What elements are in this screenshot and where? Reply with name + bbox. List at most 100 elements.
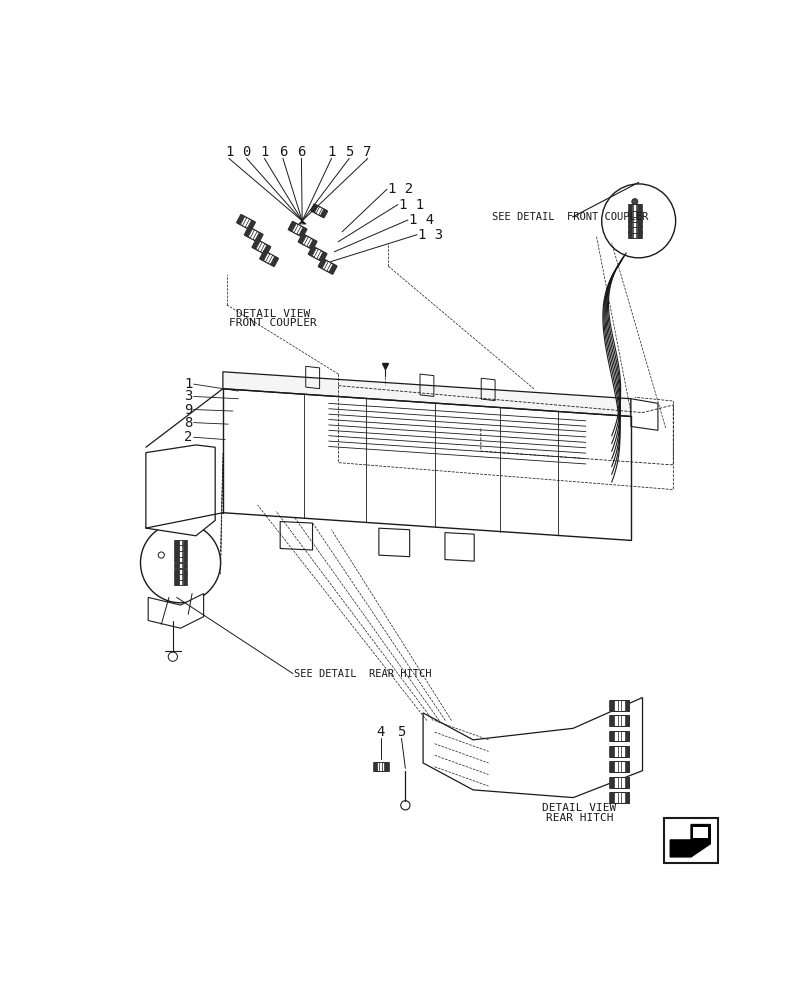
Polygon shape [174,574,178,580]
Text: 1 3: 1 3 [418,228,443,242]
Polygon shape [633,220,636,227]
Text: 1: 1 [225,145,233,159]
Polygon shape [609,792,629,803]
Polygon shape [617,715,620,726]
Polygon shape [637,215,642,222]
Polygon shape [627,210,632,217]
Polygon shape [175,545,186,551]
Text: SEE DETAIL  FRONT COUPLER: SEE DETAIL FRONT COUPLER [491,212,647,222]
Polygon shape [178,557,182,562]
Polygon shape [182,551,187,557]
Text: DETAIL VIEW: DETAIL VIEW [235,309,310,319]
Polygon shape [298,234,316,249]
Polygon shape [303,237,311,246]
Polygon shape [294,225,301,234]
Polygon shape [175,574,186,580]
Polygon shape [175,569,186,574]
Text: FRONT COUPLER: FRONT COUPLER [229,318,316,328]
Polygon shape [310,204,318,213]
Text: 4: 4 [376,725,384,739]
Polygon shape [182,557,187,562]
Polygon shape [258,242,264,252]
Text: SEE DETAIL  REAR HITCH: SEE DETAIL REAR HITCH [294,669,431,679]
Polygon shape [262,245,271,255]
Polygon shape [318,258,326,269]
Polygon shape [182,574,187,580]
Polygon shape [630,399,657,430]
Polygon shape [308,239,317,250]
Polygon shape [609,746,613,757]
Text: 1: 1 [260,145,268,159]
Polygon shape [146,445,215,536]
Polygon shape [609,715,613,726]
Polygon shape [627,220,632,227]
Polygon shape [178,574,182,580]
Polygon shape [624,777,629,788]
Polygon shape [308,246,326,262]
Polygon shape [307,246,316,256]
Polygon shape [237,215,255,230]
Polygon shape [624,715,629,726]
Polygon shape [174,563,178,568]
Polygon shape [628,210,640,217]
Text: 3: 3 [184,389,193,403]
Polygon shape [324,261,331,271]
Polygon shape [222,372,630,416]
Polygon shape [175,563,186,568]
Polygon shape [178,540,182,545]
Text: 8: 8 [184,416,193,430]
Polygon shape [423,698,642,798]
Polygon shape [265,254,272,263]
Polygon shape [174,580,178,585]
Polygon shape [624,731,629,741]
Text: 6: 6 [297,145,305,159]
Polygon shape [628,215,640,222]
Polygon shape [174,540,178,545]
Polygon shape [182,580,187,585]
Text: 1 4: 1 4 [409,213,434,227]
Polygon shape [609,700,629,711]
Polygon shape [320,209,328,218]
Polygon shape [311,204,327,218]
Polygon shape [609,777,613,788]
Polygon shape [609,731,629,741]
Polygon shape [174,551,178,557]
Polygon shape [609,746,629,757]
Polygon shape [624,792,629,803]
Text: 1: 1 [184,377,193,391]
Polygon shape [182,569,187,574]
Polygon shape [669,825,710,857]
Polygon shape [628,226,640,233]
Polygon shape [260,251,277,266]
Polygon shape [637,226,642,233]
Polygon shape [178,580,182,585]
Polygon shape [242,218,249,227]
Text: 9: 9 [184,403,193,417]
Text: REAR HITCH: REAR HITCH [545,813,612,823]
Polygon shape [637,220,642,227]
Polygon shape [609,761,629,772]
Polygon shape [270,256,278,267]
Polygon shape [148,594,204,628]
Text: 5: 5 [397,725,406,739]
Polygon shape [633,210,636,217]
Polygon shape [236,214,244,225]
Polygon shape [174,557,178,562]
Polygon shape [178,563,182,568]
Polygon shape [609,700,613,711]
Polygon shape [693,827,707,838]
Polygon shape [627,204,632,211]
Polygon shape [182,563,187,568]
Polygon shape [252,239,270,255]
Text: 2: 2 [184,430,193,444]
Polygon shape [633,215,636,222]
Text: 5: 5 [345,145,353,159]
Polygon shape [628,204,640,211]
Polygon shape [182,540,187,545]
Polygon shape [617,700,620,711]
Polygon shape [318,259,336,274]
Polygon shape [255,232,263,243]
Text: 7: 7 [363,145,371,159]
Polygon shape [175,540,186,545]
Polygon shape [617,792,620,803]
